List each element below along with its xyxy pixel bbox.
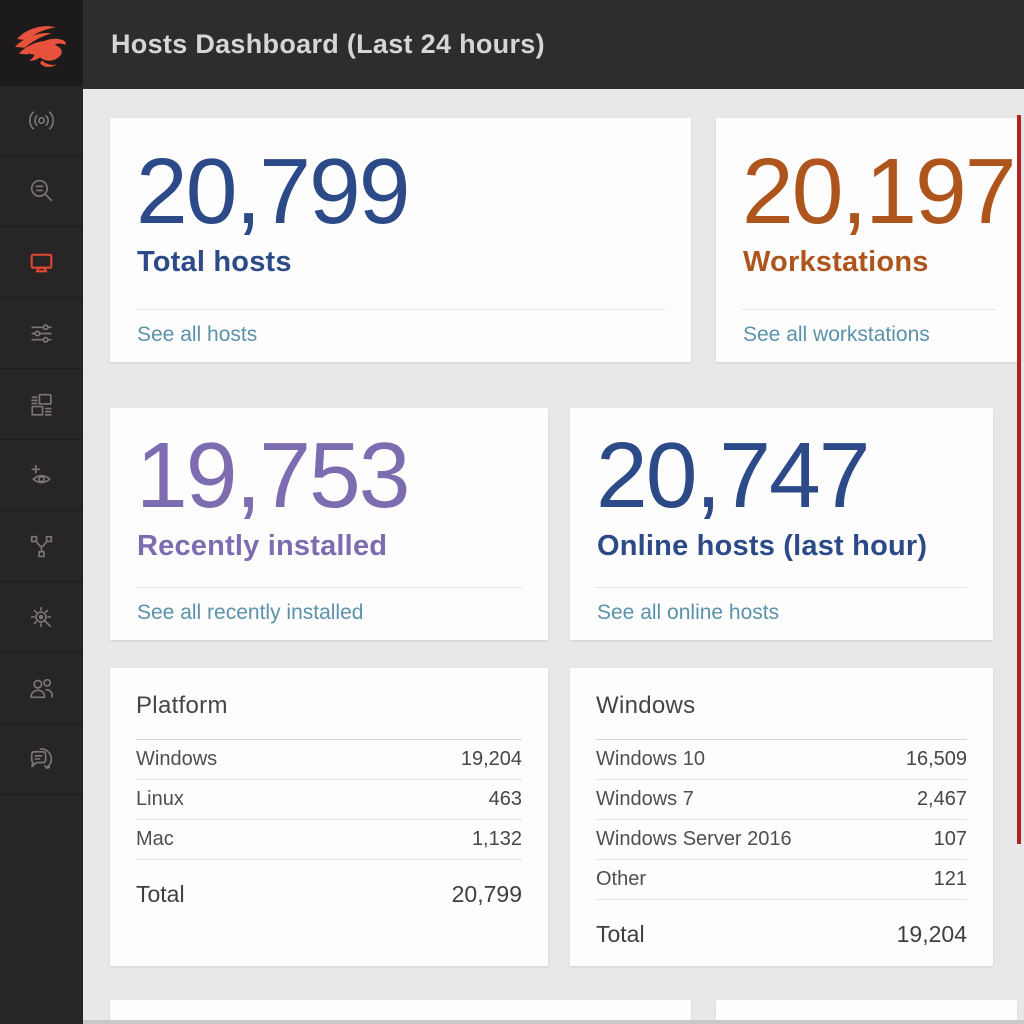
total-label: Total	[596, 921, 645, 947]
radar-search-icon	[30, 606, 52, 627]
total-label: Total	[136, 881, 185, 907]
sliders-icon	[31, 323, 52, 343]
row-value: 121	[933, 868, 967, 890]
scrollbar-thumb[interactable]	[1017, 115, 1021, 844]
recently-installed-card: 19,753 Recently installed See all recent…	[110, 408, 548, 640]
row-value: 16,509	[905, 748, 967, 770]
online-hosts-label: Online hosts (last hour)	[597, 529, 928, 562]
sidebar-item-broadcast[interactable]	[0, 85, 83, 156]
row-label: Windows	[136, 748, 218, 770]
dashboard-content: 20,799 Total hosts See all hosts 20,197 …	[83, 89, 1024, 1024]
windows-table-title: Windows	[596, 692, 696, 719]
sidebar-item-hosts[interactable]	[0, 227, 83, 298]
monitor-hosts-icon	[30, 253, 53, 272]
panels-dashboard-icon	[31, 393, 52, 416]
total-value: 20,799	[451, 881, 522, 907]
table-row: Windows 7 2,467	[596, 780, 967, 820]
workstations-value: 20,197	[742, 139, 1016, 243]
search-investigate-icon	[30, 179, 53, 201]
divider	[136, 739, 522, 740]
workstations-label: Workstations	[743, 245, 929, 278]
see-all-online-hosts-link[interactable]: See all online hosts	[597, 601, 780, 624]
row-label: Mac	[136, 828, 174, 850]
sidebar-item-discover[interactable]	[0, 582, 83, 653]
sidebar-nav	[0, 85, 83, 795]
users-icon	[30, 678, 53, 698]
row-value: 107	[933, 828, 967, 850]
total-value: 19,204	[896, 921, 967, 947]
page-title: Hosts Dashboard (Last 24 hours)	[111, 29, 545, 59]
viewport-bottom-edge	[83, 1020, 1024, 1024]
windows-table-card: Windows Windows 10 16,509 Windows 7 2,46…	[570, 668, 993, 966]
table-row: Windows 10 16,509	[596, 740, 967, 780]
table-row: Linux 463	[136, 780, 522, 820]
platform-table-card: Platform Windows 19,204 Linux 463 Mac 1,…	[110, 668, 548, 966]
table-total-row: Total 20,799	[136, 881, 522, 908]
divider	[136, 587, 522, 588]
recently-installed-label: Recently installed	[137, 529, 388, 562]
broadcast-icon	[29, 111, 54, 130]
falcon-logo-icon	[14, 25, 66, 67]
online-hosts-value: 20,747	[596, 423, 870, 527]
divider	[596, 739, 967, 740]
sidebar-item-workflows[interactable]	[0, 511, 83, 582]
divider	[596, 587, 967, 588]
total-hosts-value: 20,799	[136, 139, 410, 243]
table-row: Other 121	[596, 860, 967, 900]
see-all-recently-installed-link[interactable]: See all recently installed	[137, 601, 364, 624]
recently-installed-value: 19,753	[136, 423, 410, 527]
sidebar-item-support[interactable]	[0, 724, 83, 795]
table-total-row: Total 19,204	[596, 921, 967, 948]
sidebar	[0, 0, 83, 1024]
table-row: Windows Server 2016 107	[596, 820, 967, 860]
online-hosts-card: 20,747 Online hosts (last hour) See all …	[570, 408, 993, 640]
eye-sparkle-icon	[31, 464, 51, 483]
row-label: Windows 10	[596, 748, 705, 770]
top-bar: Hosts Dashboard (Last 24 hours)	[83, 0, 1024, 89]
platform-table-title: Platform	[136, 692, 228, 719]
row-label: Windows Server 2016	[596, 828, 792, 850]
divider	[136, 309, 665, 310]
crowdstrike-logo[interactable]	[0, 0, 83, 85]
row-value: 1,132	[471, 828, 522, 850]
see-all-workstations-link[interactable]: See all workstations	[743, 323, 930, 346]
divider	[742, 309, 995, 310]
row-label: Other	[596, 868, 647, 890]
sidebar-item-configuration[interactable]	[0, 298, 83, 369]
row-value: 2,467	[916, 788, 967, 810]
sidebar-item-investigate[interactable]	[0, 156, 83, 227]
total-hosts-label: Total hosts	[137, 245, 292, 278]
sidebar-item-intelligence[interactable]	[0, 440, 83, 511]
table-row: Windows 19,204	[136, 740, 522, 780]
workstations-card: 20,197 Workstations See all workstations	[716, 118, 1021, 362]
table-row: Mac 1,132	[136, 820, 522, 860]
row-value: 463	[488, 788, 522, 810]
chat-support-icon	[30, 747, 53, 769]
network-nodes-icon	[30, 535, 53, 557]
total-hosts-card: 20,799 Total hosts See all hosts	[110, 118, 691, 362]
sidebar-item-users[interactable]	[0, 653, 83, 724]
sidebar-item-dashboards[interactable]	[0, 369, 83, 440]
row-label: Windows 7	[596, 788, 694, 810]
see-all-hosts-link[interactable]: See all hosts	[137, 323, 258, 346]
row-value: 19,204	[460, 748, 522, 770]
row-label: Linux	[136, 788, 184, 810]
